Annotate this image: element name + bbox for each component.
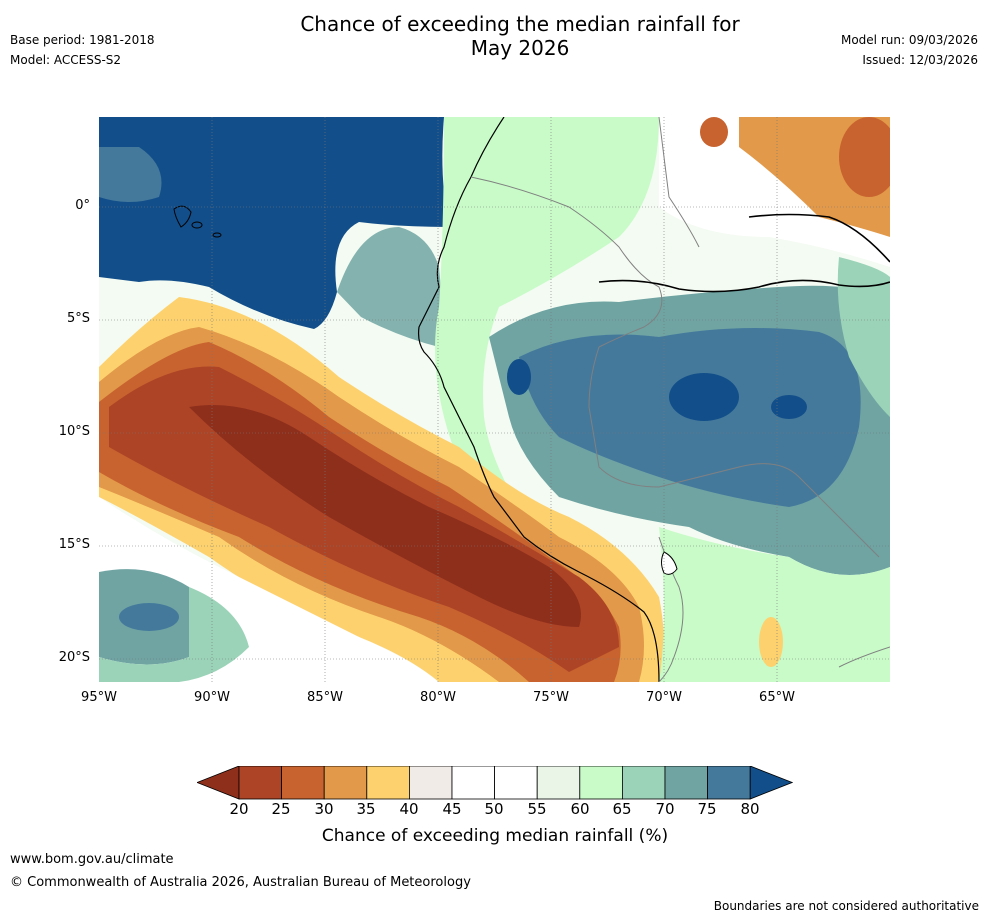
colorbar-tick: 60 <box>570 800 590 818</box>
region-dry-northeast-core <box>839 117 890 197</box>
colorbar-cell <box>238 766 282 800</box>
colorbar-tick: 45 <box>442 800 462 818</box>
colorbar-tick: 50 <box>484 800 504 818</box>
region-wetter-southwest <box>119 603 179 631</box>
colorbar-arrow-low <box>197 766 240 800</box>
graticule <box>99 117 890 682</box>
region-very-wet-amazon <box>669 373 739 421</box>
colorbar-tick: 20 <box>229 800 249 818</box>
colorbar-tick: 70 <box>655 800 675 818</box>
lat-label-20s: 20°S <box>58 650 90 665</box>
lat-label-10s: 10°S <box>58 424 90 439</box>
region-dry-northeast-edge <box>700 117 728 147</box>
colorbar-cell <box>621 766 666 800</box>
colorbar-tick: 75 <box>697 800 717 818</box>
region-moist-east <box>837 257 890 417</box>
lake-titicaca <box>661 551 678 575</box>
region-moist-coastal-band <box>435 117 659 527</box>
region-very-wet-pacific <box>99 117 449 329</box>
map-title: Chance of exceeding the median rainfall … <box>190 12 850 60</box>
colorbar-cell <box>494 766 538 800</box>
colorbar-cell <box>366 766 410 800</box>
meta-right: Model run: 09/03/2026 Issued: 12/03/2026 <box>841 30 978 70</box>
model-run: Model run: 09/03/2026 <box>840 33 978 47</box>
colorbar-cell <box>451 766 495 800</box>
lon-label-95w: 95°W <box>81 690 117 705</box>
colorbar-cell <box>408 766 453 800</box>
colorbar-cell <box>664 766 708 800</box>
colorbar-tick: 40 <box>399 800 419 818</box>
colorbar-tick: 80 <box>740 800 760 818</box>
footer-disclaimer: Boundaries are not considered authoritat… <box>713 899 979 913</box>
title-line-1: Chance of exceeding the median rainfall … <box>300 12 740 36</box>
region-very-dry-offshore <box>189 405 581 627</box>
lon-label-80w: 80°W <box>420 690 456 705</box>
colorbar-cell <box>579 766 623 800</box>
colorbar-tick: 35 <box>356 800 376 818</box>
colorbar-cell <box>323 766 368 800</box>
lat-label-5s: 5°S <box>66 311 90 326</box>
issued-date: Issued: 12/03/2026 <box>862 53 978 67</box>
region-moist-southeast <box>659 527 890 682</box>
footer-copyright: © Commonwealth of Australia 2026, Austra… <box>10 875 471 890</box>
region-very-wet-peru <box>507 359 531 395</box>
lat-label-0: 0° <box>75 198 90 213</box>
region-wet-pacific-ring <box>337 227 442 347</box>
region-pacific-inner <box>99 147 162 202</box>
colorbar-arrow-high <box>749 766 793 800</box>
lat-label-15s: 15°S <box>58 537 90 552</box>
base-period: Base period: 1981-2018 <box>10 33 155 47</box>
colorbar-cell <box>536 766 581 800</box>
lon-label-90w: 90°W <box>194 690 230 705</box>
model-name: Model: ACCESS-S2 <box>10 53 122 67</box>
colorbar-cell <box>281 766 325 800</box>
inland-waterways <box>598 213 890 293</box>
country-boundaries <box>470 117 890 682</box>
lon-label-65w: 65°W <box>759 690 795 705</box>
region-very-wet-bolivia <box>771 395 807 419</box>
colorbar-tick: 30 <box>314 800 334 818</box>
colorbar-label: Chance of exceeding median rainfall (%) <box>321 826 669 846</box>
colorbar <box>197 766 793 800</box>
colorbar-cell <box>707 766 751 800</box>
region-moist-southwest <box>99 587 249 682</box>
lon-label-75w: 75°W <box>533 690 569 705</box>
region-dry-southeast-patch <box>759 617 783 667</box>
galapagos-islands <box>173 205 222 238</box>
coastline <box>417 117 660 682</box>
rainfall-probability-map <box>99 117 890 682</box>
meta-left: Base period: 1981-2018 Model: ACCESS-S2 <box>10 30 155 70</box>
colorbar-tick: 65 <box>612 800 632 818</box>
lon-label-70w: 70°W <box>646 690 682 705</box>
title-line-2: May 2026 <box>470 36 570 60</box>
footer-url: www.bom.gov.au/climate <box>10 852 174 867</box>
colorbar-tick: 25 <box>271 800 291 818</box>
colorbar-tick: 55 <box>527 800 547 818</box>
lon-label-85w: 85°W <box>307 690 343 705</box>
